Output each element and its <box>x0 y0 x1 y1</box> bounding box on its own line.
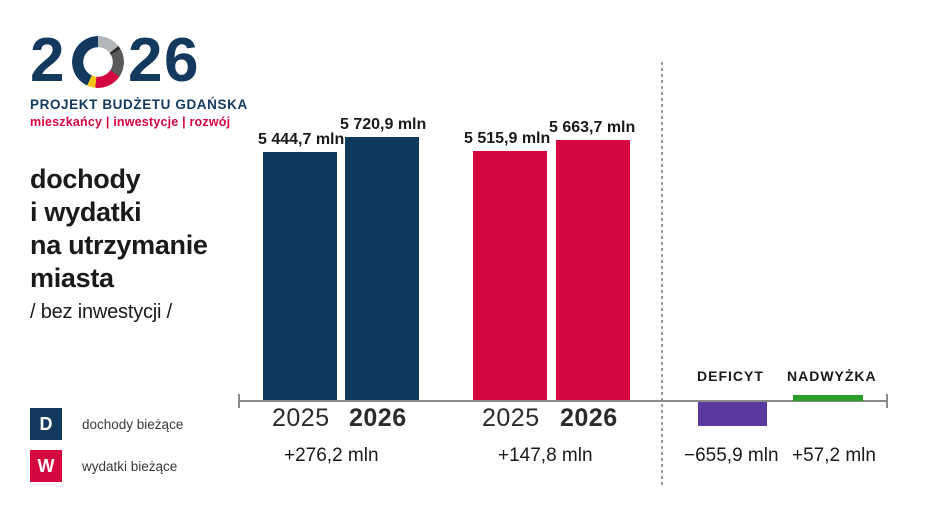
axis-tick-right <box>886 394 888 408</box>
delta-label-expense: +147,8 mln <box>498 445 593 466</box>
headline-line-4: miasta <box>30 263 114 293</box>
bar-income-2025 <box>263 152 337 400</box>
axis-tick-left <box>238 394 240 408</box>
year-label-income-2026: 2026 <box>349 404 407 432</box>
bar-expense-2025 <box>473 151 547 400</box>
legend-item-expense: W wydatki bieżące <box>30 450 183 482</box>
bar-deficit <box>698 402 767 426</box>
legend-label-expense: wydatki bieżące <box>82 458 178 474</box>
logo-digit-2b: 2 <box>128 26 162 95</box>
page-title: dochody i wydatki na utrzymanie miasta /… <box>30 163 245 324</box>
headline-line-1: dochody <box>30 164 141 194</box>
bar-value-expense-2025: 5 515,9 mln <box>464 130 551 147</box>
logo-tagline: mieszkańcy | inwestycje | rozwój <box>30 115 231 129</box>
legend-swatch-expense: W <box>30 450 62 482</box>
headline-line-3: na utrzymanie <box>30 230 208 260</box>
bar-income-2026 <box>345 137 419 400</box>
surplus-caption: NADWYŻKA <box>787 368 877 384</box>
year-label-expense-2025: 2025 <box>482 404 540 432</box>
logo-digit-6: 6 <box>164 26 198 95</box>
bar-value-income-2025: 5 444,7 mln <box>258 131 345 148</box>
section-divider <box>661 62 663 487</box>
surplus-value: +57,2 mln <box>792 445 876 466</box>
budget-logo: 2 2 6 PROJEKT BUDŻETU GDAŃSKA mieszkańcy… <box>30 30 248 135</box>
logo-subtitle: PROJEKT BUDŻETU GDAŃSKA <box>30 97 248 112</box>
donut-chart-icon <box>72 36 124 88</box>
year-label-income-2025: 2025 <box>272 404 330 432</box>
headline-line-2: i wydatki <box>30 197 142 227</box>
bar-value-expense-2026: 5 663,7 mln <box>549 119 636 136</box>
legend-label-income: dochody bieżące <box>82 416 184 432</box>
bar-surplus <box>793 395 863 401</box>
bar-value-income-2026: 5 720,9 mln <box>340 116 427 133</box>
chart-legend: D dochody bieżące W wydatki bieżące <box>30 408 183 492</box>
baseline-axis <box>238 400 888 402</box>
year-label-expense-2026: 2026 <box>560 404 618 432</box>
logo-wordmark: 2 2 6 <box>30 30 202 92</box>
headline-subtitle: / bez inwestycji / <box>30 301 173 323</box>
bar-expense-2026 <box>556 140 630 400</box>
deficit-value: −655,9 mln <box>684 445 779 466</box>
legend-swatch-income: D <box>30 408 62 440</box>
delta-label-income: +276,2 mln <box>284 445 379 466</box>
legend-item-income: D dochody bieżące <box>30 408 183 440</box>
deficit-caption: DEFICYT <box>697 368 764 384</box>
logo-digit-2: 2 <box>30 26 64 95</box>
